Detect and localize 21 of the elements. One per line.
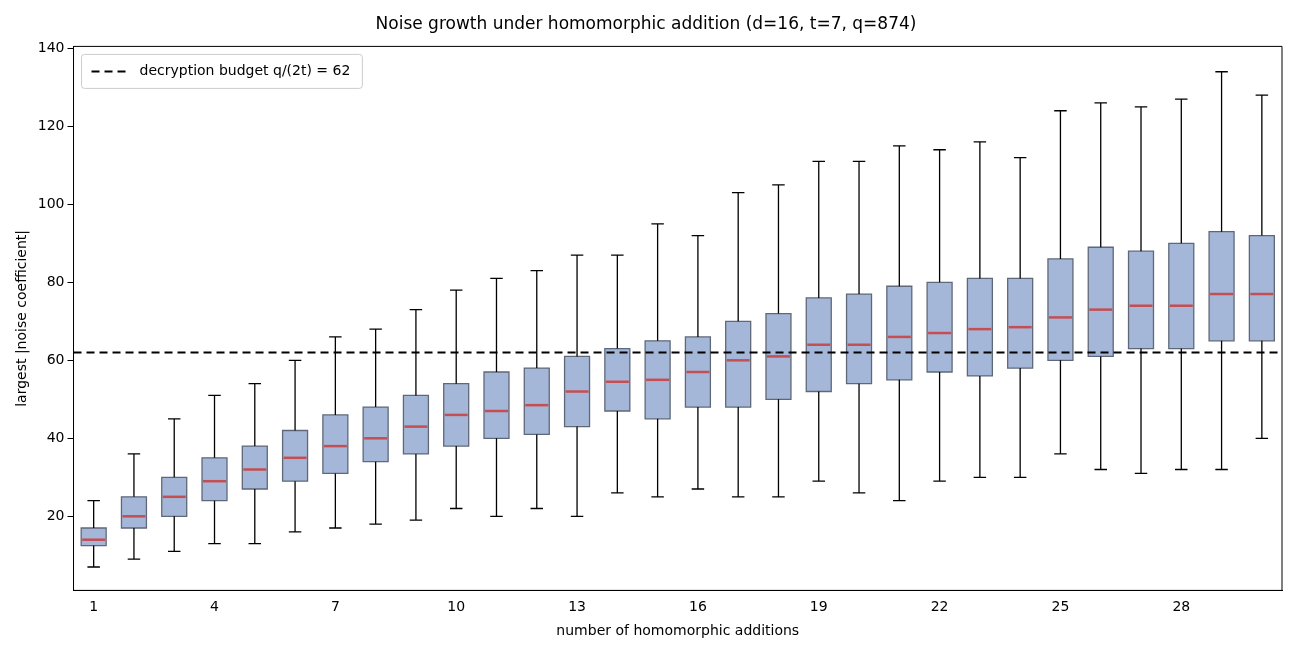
y-axis-title: largest |noise coefficient| — [13, 229, 31, 407]
x-tick-label: 16 — [688, 598, 707, 615]
x-tick-label: 13 — [568, 598, 586, 615]
x-tick-label: 19 — [809, 598, 828, 615]
chart-title: Noise growth under homomorphic addition (d=16, t=7, q=874) — [375, 12, 917, 33]
x-tick-label: 25 — [1051, 598, 1070, 615]
y-tick-label: 60 — [46, 350, 65, 367]
y-tick-label: 40 — [46, 428, 65, 445]
y-tick-label: 140 — [37, 38, 65, 55]
x-tick-label: 22 — [930, 598, 949, 615]
x-tick-label: 1 — [89, 598, 99, 615]
x-tick-label: 10 — [447, 598, 466, 615]
x-tick-label: 4 — [210, 598, 220, 615]
y-tick-label: 80 — [46, 272, 65, 289]
legend-label: decryption budget q/(2t) = 62 — [139, 62, 351, 79]
y-tick-label: 100 — [37, 194, 65, 211]
x-axis-title: number of homomorphic additions — [556, 622, 800, 639]
x-tick-label: 28 — [1172, 598, 1191, 615]
x-tick-label: 7 — [330, 598, 340, 615]
y-tick-label: 20 — [46, 506, 65, 523]
y-tick-label: 120 — [37, 116, 65, 133]
